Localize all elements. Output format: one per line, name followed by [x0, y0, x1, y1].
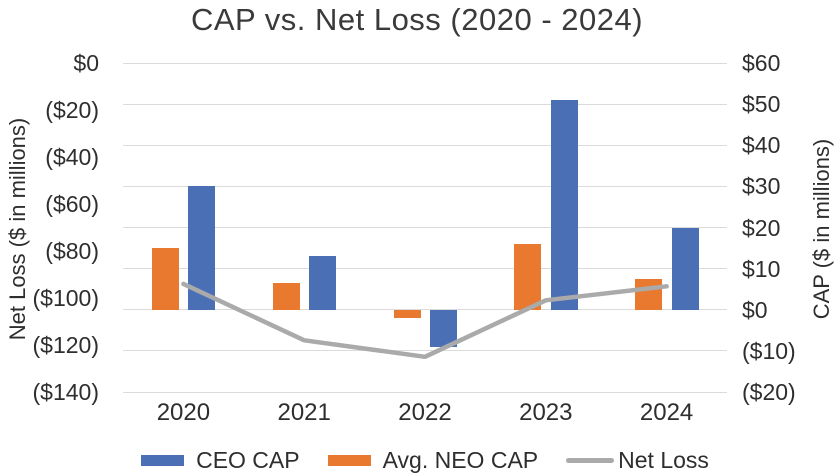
gridline: [123, 144, 727, 146]
bar-ceo-cap-2023: [550, 100, 578, 310]
left-axis-tick-label: $0: [73, 50, 99, 76]
right-axis-tick-label: $30: [742, 173, 781, 200]
legend-item-ceo-cap: CEO CAP: [141, 447, 300, 474]
bar-ceo-cap-2021: [309, 256, 337, 310]
bar-avg-neo-cap-2023: [514, 243, 542, 310]
right-axis-tick-label: $20: [742, 214, 781, 241]
left-axis-tick-label: ($80): [45, 238, 99, 264]
right-axis-tick-label: $10: [742, 255, 781, 282]
right-axis-tick-label: $50: [742, 91, 781, 118]
right-axis-tick-label: $0: [742, 296, 768, 323]
gridline: [123, 350, 727, 352]
legend-item-net-loss: Net Loss: [566, 447, 709, 474]
legend-swatch-line: [566, 458, 615, 463]
gridline: [123, 185, 727, 187]
x-axis-label-2023: 2023: [519, 399, 573, 426]
left-axis-tick-label: ($60): [45, 191, 99, 217]
legend-label: Avg. NEO CAP: [382, 447, 539, 473]
right-axis-tick-label: ($10): [742, 337, 796, 364]
left-axis-ticks: $0 ($20) ($40) ($60) ($80) ($100) ($120) ($140): [0, 50, 99, 405]
legend: CEO CAP Avg. NEO CAP Net Loss: [123, 447, 727, 474]
gridline: [123, 309, 727, 311]
left-axis-tick-label: ($40): [45, 144, 99, 170]
gridline: [123, 103, 727, 105]
x-axis-label-2024: 2024: [639, 399, 694, 426]
right-axis-tick-label: ($20): [742, 379, 796, 405]
legend-label: Net Loss: [618, 447, 709, 473]
right-axis-tick-label: $40: [742, 132, 781, 159]
bar-avg-neo-cap-2021: [272, 283, 300, 310]
x-axis-label-2020: 2020: [156, 399, 211, 426]
left-axis-tick-label: ($20): [45, 97, 99, 123]
left-axis-tick-label: ($120): [32, 332, 99, 358]
bar-avg-neo-cap-2022: [393, 309, 421, 318]
chart-title: CAP vs. Net Loss (2020 - 2024): [190, 2, 644, 37]
legend-swatch-rect: [327, 455, 371, 466]
plot-area: [123, 62, 727, 393]
legend-label: CEO CAP: [196, 447, 300, 473]
net-loss-line: [181, 281, 669, 360]
left-axis-tick-label: ($100): [32, 285, 99, 311]
bar-avg-neo-cap-2020: [151, 248, 179, 310]
x-axis-label-2022: 2022: [398, 399, 452, 426]
gridline: [123, 391, 727, 393]
gridline: [123, 227, 727, 228]
right-axis-tick-label: $60: [742, 50, 781, 76]
legend-swatch-rect: [141, 455, 185, 466]
bar-ceo-cap-2022: [430, 309, 457, 347]
gridline: [123, 268, 727, 270]
bar-ceo-cap-2024: [671, 227, 699, 310]
bar-avg-neo-cap-2024: [635, 278, 663, 310]
left-axis-tick-label: ($140): [32, 379, 99, 405]
x-axis-label-2021: 2021: [277, 399, 331, 426]
right-axis-ticks: $60 $50 $40 $30 $20 $10 $0 ($10) ($20): [742, 50, 832, 405]
x-axis-labels: 2020 2021 2022 2023 2024: [123, 399, 727, 429]
legend-item-avg-neo-cap: Avg. NEO CAP: [327, 447, 539, 474]
net-loss-line-layer: [181, 281, 669, 360]
gridline: [123, 62, 727, 64]
